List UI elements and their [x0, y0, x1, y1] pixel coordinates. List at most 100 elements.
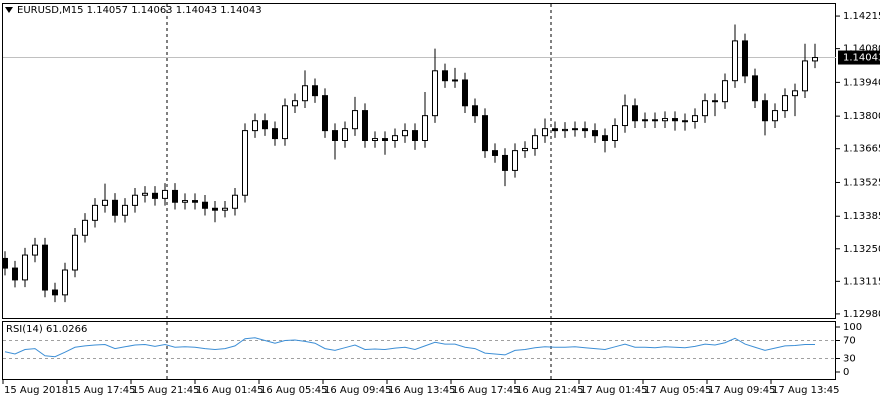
candle-body [12, 267, 18, 281]
x-tick-label: 15 Aug 21:45 [132, 385, 199, 396]
candle-body [402, 130, 408, 137]
candle-body [472, 105, 478, 117]
candle-body [482, 115, 488, 152]
candle-body [42, 244, 48, 291]
candle-body [102, 199, 108, 206]
candle-body [242, 130, 248, 196]
x-tick-label: 16 Aug 05:45 [260, 385, 327, 396]
candle-body [322, 95, 328, 132]
candle-body [642, 119, 648, 122]
candle-body [502, 154, 508, 171]
candle-body [162, 189, 168, 199]
y-tick-label: 30 [843, 354, 856, 365]
y-tick-label: 1.13115 [843, 276, 880, 287]
candle-body [312, 85, 318, 97]
candle-body [672, 118, 678, 122]
x-tick-label: 17 Aug 05:45 [644, 385, 711, 396]
candle-body [342, 128, 348, 142]
candle-body [622, 105, 628, 127]
candle-body [772, 110, 778, 122]
candle-body [442, 70, 448, 82]
x-tick-label: 16 Aug 21:45 [516, 385, 583, 396]
candle-body [62, 269, 68, 296]
candle-body [122, 204, 128, 216]
candle-body [702, 100, 708, 117]
candle-body [152, 192, 158, 199]
candle-body [692, 115, 698, 122]
candle-body [22, 254, 28, 281]
x-tick-label: 16 Aug 01:45 [196, 385, 263, 396]
candle-body [612, 125, 618, 142]
candle-body [462, 79, 468, 107]
x-tick-label: 17 Aug 13:45 [772, 385, 839, 396]
candle-body [32, 244, 38, 256]
y-tick-label: 1.14215 [843, 11, 880, 22]
candle-body [582, 128, 588, 132]
candle-body [452, 79, 458, 82]
rsi-panel [2, 321, 836, 380]
candle-body [132, 194, 138, 206]
x-tick-label: 16 Aug 09:45 [324, 385, 391, 396]
current-price-box [838, 50, 880, 65]
y-tick-label: 1.12980 [843, 309, 880, 320]
candle-body [272, 128, 278, 140]
candle-body [222, 207, 228, 211]
candle-body [682, 120, 688, 123]
candle-body [82, 219, 88, 236]
y-tick-label: 1.14080 [843, 44, 880, 55]
candle-body [782, 95, 788, 112]
candle-body [392, 135, 398, 142]
candle-body [522, 147, 528, 152]
candle-body [762, 100, 768, 122]
y-tick-label: 1.13385 [843, 211, 880, 222]
candle-body [722, 80, 728, 103]
candle-body [632, 105, 638, 122]
candle-body [742, 40, 748, 77]
candle-body [172, 189, 178, 203]
candle-body [512, 150, 518, 171]
chart-title: EURUSD,M15 1.14057 1.14063 1.14043 1.140… [17, 5, 262, 16]
candle-body [252, 120, 258, 132]
y-tick-label: 1.13800 [843, 111, 880, 122]
candle-body [112, 199, 118, 216]
candle-body [812, 57, 818, 62]
candle-body [382, 138, 388, 142]
main-panel [2, 3, 836, 319]
candle-body [362, 110, 368, 142]
y-tick-label: 1.13665 [843, 144, 880, 155]
candle-body [542, 128, 548, 137]
candle-body [232, 194, 238, 209]
candle-body [792, 90, 798, 97]
x-tick-label: 15 Aug 2018 [4, 385, 68, 396]
y-tick-label: 100 [843, 322, 862, 333]
x-tick-label: 17 Aug 01:45 [580, 385, 647, 396]
candle-body [302, 85, 308, 102]
candle-body [182, 200, 188, 203]
candle-body [412, 130, 418, 142]
candle-body [572, 128, 578, 131]
rsi-line [4, 337, 815, 358]
candle-body [282, 105, 288, 140]
y-tick-label: 70 [843, 336, 856, 347]
candle-body [802, 60, 808, 92]
candle-body [422, 115, 428, 142]
x-tick-label: 15 Aug 17:45 [68, 385, 135, 396]
x-tick-label: 16 Aug 13:45 [388, 385, 455, 396]
candle-body [202, 201, 208, 209]
candle-body [602, 135, 608, 142]
y-tick-label: 1.13940 [843, 77, 880, 88]
candle-body [352, 110, 358, 130]
current-price-label: 1.14043 [843, 53, 880, 64]
candle-body [262, 120, 268, 130]
candle-body [52, 289, 58, 296]
title-icon [5, 7, 13, 13]
candle-body [662, 118, 668, 122]
candle-body [592, 130, 598, 137]
candle-body [92, 204, 98, 221]
candle-body [72, 234, 78, 271]
x-tick-label: 16 Aug 17:45 [452, 385, 519, 396]
candle-body [2, 257, 8, 269]
candle-body [752, 75, 758, 102]
y-tick-label: 0 [843, 367, 849, 378]
